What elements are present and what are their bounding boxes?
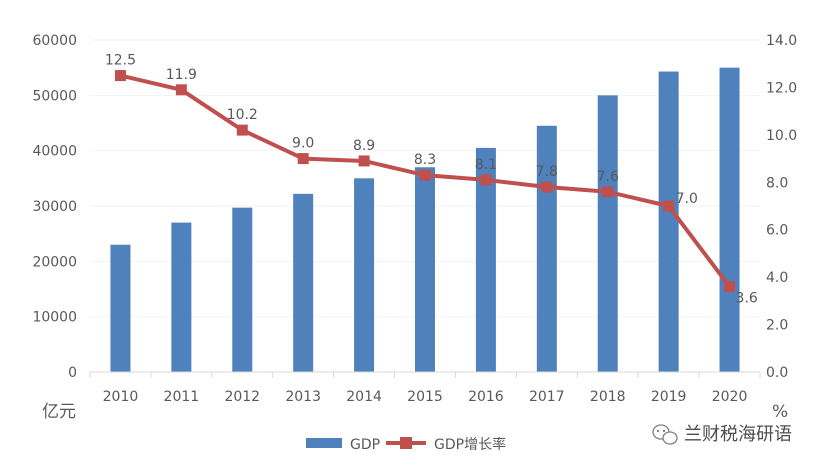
x-tick-label: 2015 bbox=[407, 389, 443, 405]
x-tick-label: 2012 bbox=[224, 389, 260, 405]
growth-point bbox=[297, 153, 309, 165]
right-tick-label: 8.0 bbox=[766, 175, 788, 191]
growth-data-label: 8.3 bbox=[414, 152, 436, 168]
growth-data-label: 8.1 bbox=[475, 157, 497, 173]
growth-point bbox=[724, 281, 736, 293]
left-axis-unit-label: 亿元 bbox=[42, 402, 76, 422]
wechat-icon bbox=[652, 424, 678, 445]
watermark: 兰财税海研语 bbox=[652, 424, 792, 445]
right-tick-label: 4.0 bbox=[766, 270, 788, 286]
right-tick-label: 2.0 bbox=[766, 318, 788, 334]
left-tick-label: 10000 bbox=[32, 310, 77, 326]
left-tick-label: 0 bbox=[68, 365, 77, 381]
gdp-bar bbox=[536, 125, 557, 373]
growth-point bbox=[541, 181, 553, 193]
x-tick-label: 2013 bbox=[285, 389, 321, 405]
growth-data-label: 7.0 bbox=[676, 191, 698, 207]
growth-point bbox=[480, 174, 492, 186]
left-tick-label: 60000 bbox=[32, 33, 77, 49]
growth-point bbox=[175, 84, 187, 96]
growth-point bbox=[358, 155, 370, 167]
right-tick-label: 6.0 bbox=[766, 223, 788, 239]
legend-growth-label: GDP增长率 bbox=[434, 436, 506, 453]
growth-data-label: 10.2 bbox=[227, 107, 258, 123]
growth-data-label: 8.9 bbox=[353, 138, 375, 154]
left-tick-label: 20000 bbox=[32, 254, 77, 270]
data-labels: 12.5 11.9 10.2 9.0 8.9 8.3 8.1 7.8 7.6 7.0 3.6 bbox=[105, 53, 758, 307]
left-tick-label: 30000 bbox=[32, 199, 77, 215]
x-tick-label: 2018 bbox=[590, 389, 626, 405]
growth-data-label: 7.8 bbox=[536, 164, 558, 180]
watermark-text: 兰财税海研语 bbox=[684, 424, 792, 445]
growth-data-label: 3.6 bbox=[736, 291, 758, 307]
legend-gdp-label: GDP bbox=[350, 437, 380, 453]
growth-data-label: 7.6 bbox=[597, 169, 619, 185]
axes: 0 10000 20000 30000 40000 50000 60000 0.0 2.0 4.0… bbox=[32, 33, 797, 405]
gdp-bar bbox=[354, 178, 375, 372]
x-tick-label: 2020 bbox=[712, 389, 748, 405]
gdp-bar bbox=[475, 147, 496, 372]
growth-data-label: 9.0 bbox=[292, 136, 314, 152]
right-tick-label: 14.0 bbox=[766, 33, 797, 49]
right-tick-label: 0.0 bbox=[766, 365, 788, 381]
growth-point bbox=[419, 169, 431, 181]
x-tick-label: 2019 bbox=[651, 389, 687, 405]
growth-point bbox=[114, 70, 126, 82]
gdp-bar bbox=[597, 95, 618, 372]
growth-point bbox=[236, 124, 248, 136]
legend: GDP GDP增长率 bbox=[306, 436, 506, 453]
gdp-bar bbox=[719, 67, 740, 373]
left-tick-label: 40000 bbox=[32, 144, 77, 160]
right-tick-label: 10.0 bbox=[766, 128, 797, 144]
growth-data-label: 11.9 bbox=[166, 67, 197, 83]
x-tick-label: 2011 bbox=[164, 389, 200, 405]
right-tick-label: 12.0 bbox=[766, 80, 797, 96]
x-tick-label: 2014 bbox=[346, 389, 382, 405]
left-tick-label: 50000 bbox=[32, 88, 77, 104]
x-tick-label: 2010 bbox=[103, 389, 139, 405]
x-tick-label: 2017 bbox=[529, 389, 565, 405]
gdp-bar bbox=[658, 71, 679, 372]
growth-data-label: 12.5 bbox=[105, 53, 136, 69]
gdp-bar bbox=[110, 244, 131, 372]
growth-point bbox=[602, 186, 614, 198]
legend-bar-swatch bbox=[306, 438, 342, 448]
right-axis-unit-label: % bbox=[772, 402, 788, 422]
growth-line bbox=[114, 70, 736, 293]
gdp-bar bbox=[415, 167, 435, 372]
legend-line-marker bbox=[400, 437, 412, 449]
gdp-bars bbox=[110, 67, 740, 373]
gdp-bar bbox=[171, 222, 192, 372]
x-tick-label: 2016 bbox=[468, 389, 504, 405]
gdp-bar bbox=[293, 193, 314, 372]
gdp-bar bbox=[232, 207, 253, 372]
growth-point bbox=[663, 200, 675, 212]
